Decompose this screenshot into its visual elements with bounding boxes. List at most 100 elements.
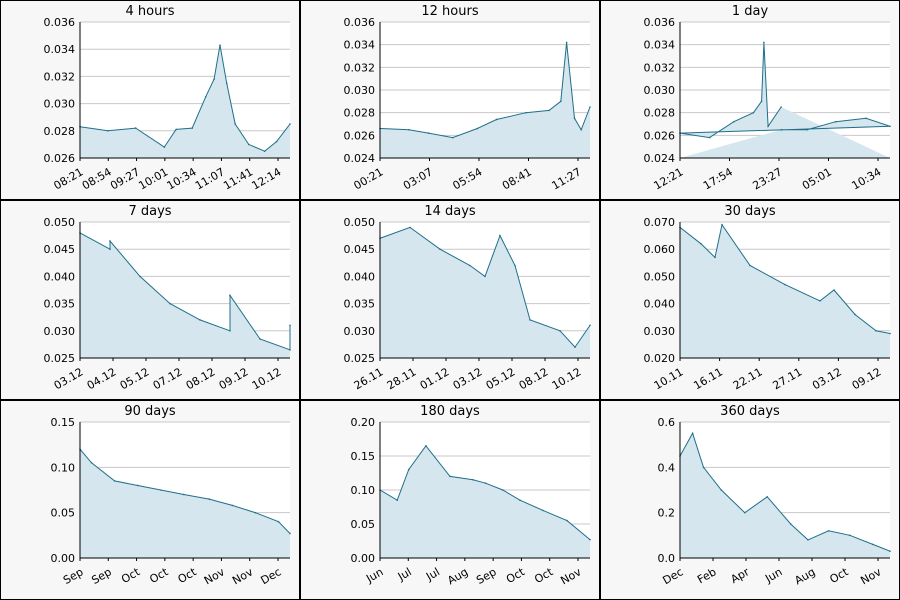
data-point <box>90 462 93 464</box>
data-point <box>449 475 451 478</box>
data-point <box>767 125 769 128</box>
panel-title: 360 days <box>720 404 780 419</box>
data-point <box>720 489 723 491</box>
series-area <box>380 445 590 558</box>
y-tick-label: 0.035 <box>44 298 76 311</box>
y-tick-label: 0.030 <box>44 325 76 338</box>
data-point <box>159 489 162 491</box>
data-point <box>865 117 867 120</box>
data-point <box>566 519 568 522</box>
data-point <box>134 127 137 129</box>
y-tick-label: 0.036 <box>644 16 676 29</box>
data-point <box>499 234 501 237</box>
data-point <box>183 493 185 496</box>
data-point <box>519 499 521 501</box>
x-tick-label: Jul <box>395 565 414 583</box>
data-point <box>277 520 280 523</box>
y-tick-label: 0.10 <box>51 461 76 474</box>
data-point <box>451 136 454 139</box>
data-point <box>229 294 231 297</box>
data-point <box>469 264 471 267</box>
data-point <box>573 117 576 120</box>
data-point <box>763 41 765 44</box>
data-point <box>708 136 711 139</box>
y-tick-label: 0.032 <box>44 70 76 83</box>
chart-panel-1: 4 hours0.0260.0280.0300.0320.0340.03608:… <box>0 0 300 200</box>
data-point <box>229 330 231 332</box>
data-point <box>289 532 291 535</box>
y-tick-label: 0.035 <box>344 298 376 311</box>
data-point <box>889 332 891 335</box>
panel-title: 14 days <box>424 204 476 219</box>
data-point <box>169 302 171 305</box>
y-tick-label: 0.10 <box>351 484 376 497</box>
data-point <box>213 78 215 80</box>
y-tick-label: 0.05 <box>351 518 376 531</box>
data-point <box>289 349 291 351</box>
panel-title: 4 hours <box>126 4 175 19</box>
y-tick-label: 0.024 <box>644 152 676 165</box>
data-point <box>514 264 516 267</box>
data-point <box>789 523 792 525</box>
data-point <box>275 140 278 143</box>
y-tick-label: 0.030 <box>644 84 676 97</box>
panel-title: 12 hours <box>421 4 478 19</box>
data-point <box>807 539 809 541</box>
y-tick-label: 0.6 <box>658 416 676 429</box>
data-point <box>425 445 427 447</box>
data-point <box>139 275 141 278</box>
data-point <box>871 543 874 546</box>
series-area <box>80 45 290 158</box>
panel-title: 30 days <box>724 204 776 219</box>
y-tick-label: 0.05 <box>51 507 76 520</box>
data-point <box>691 432 694 435</box>
data-point <box>136 484 139 487</box>
panel-title: 7 days <box>128 204 171 219</box>
panel-title: 180 days <box>420 404 480 419</box>
data-point <box>439 248 441 250</box>
data-point <box>396 499 399 501</box>
data-point <box>749 264 751 267</box>
data-point <box>752 111 755 114</box>
y-tick-label: 0.040 <box>644 298 676 311</box>
chart-panel-3: 1 day 0.024 0.026 0.028 0.030 0.032 0.034 0.036… <box>600 0 900 200</box>
y-tick-label: 0.032 <box>344 61 376 74</box>
y-tick-label: 0.034 <box>344 39 376 52</box>
data-point <box>589 538 591 541</box>
data-point <box>476 127 479 130</box>
data-point <box>702 466 705 469</box>
data-point <box>407 468 410 471</box>
panel-title: 1 day <box>732 4 769 19</box>
series-area <box>380 42 590 158</box>
data-point <box>721 223 723 226</box>
data-point <box>484 482 487 484</box>
data-point <box>289 324 291 327</box>
series-area <box>680 433 890 558</box>
y-tick-label: 0.0 <box>658 552 676 565</box>
y-tick-label: 0.4 <box>658 461 676 474</box>
y-tick-label: 0.050 <box>44 216 76 229</box>
data-point <box>875 330 877 332</box>
x-tick-label: Jul <box>423 565 442 583</box>
data-point <box>780 128 783 131</box>
y-tick-label: 0.026 <box>344 129 376 142</box>
y-tick-label: 0.025 <box>44 352 76 365</box>
data-point <box>589 324 591 327</box>
data-point <box>263 150 266 152</box>
data-point <box>854 313 856 316</box>
data-point <box>501 489 504 491</box>
data-point <box>199 319 201 321</box>
y-tick-label: 0.020 <box>644 352 676 365</box>
data-point <box>109 248 111 250</box>
y-tick-label: 0.040 <box>44 270 76 283</box>
data-point <box>559 330 561 332</box>
data-point <box>565 41 568 44</box>
data-point <box>574 346 576 348</box>
y-tick-label: 0.060 <box>644 243 676 256</box>
y-tick-label: 0.00 <box>51 552 76 565</box>
series-area <box>380 227 590 358</box>
y-tick-label: 0.030 <box>44 98 76 111</box>
y-tick-label: 0.030 <box>644 325 676 338</box>
y-tick-label: 0.030 <box>344 325 376 338</box>
